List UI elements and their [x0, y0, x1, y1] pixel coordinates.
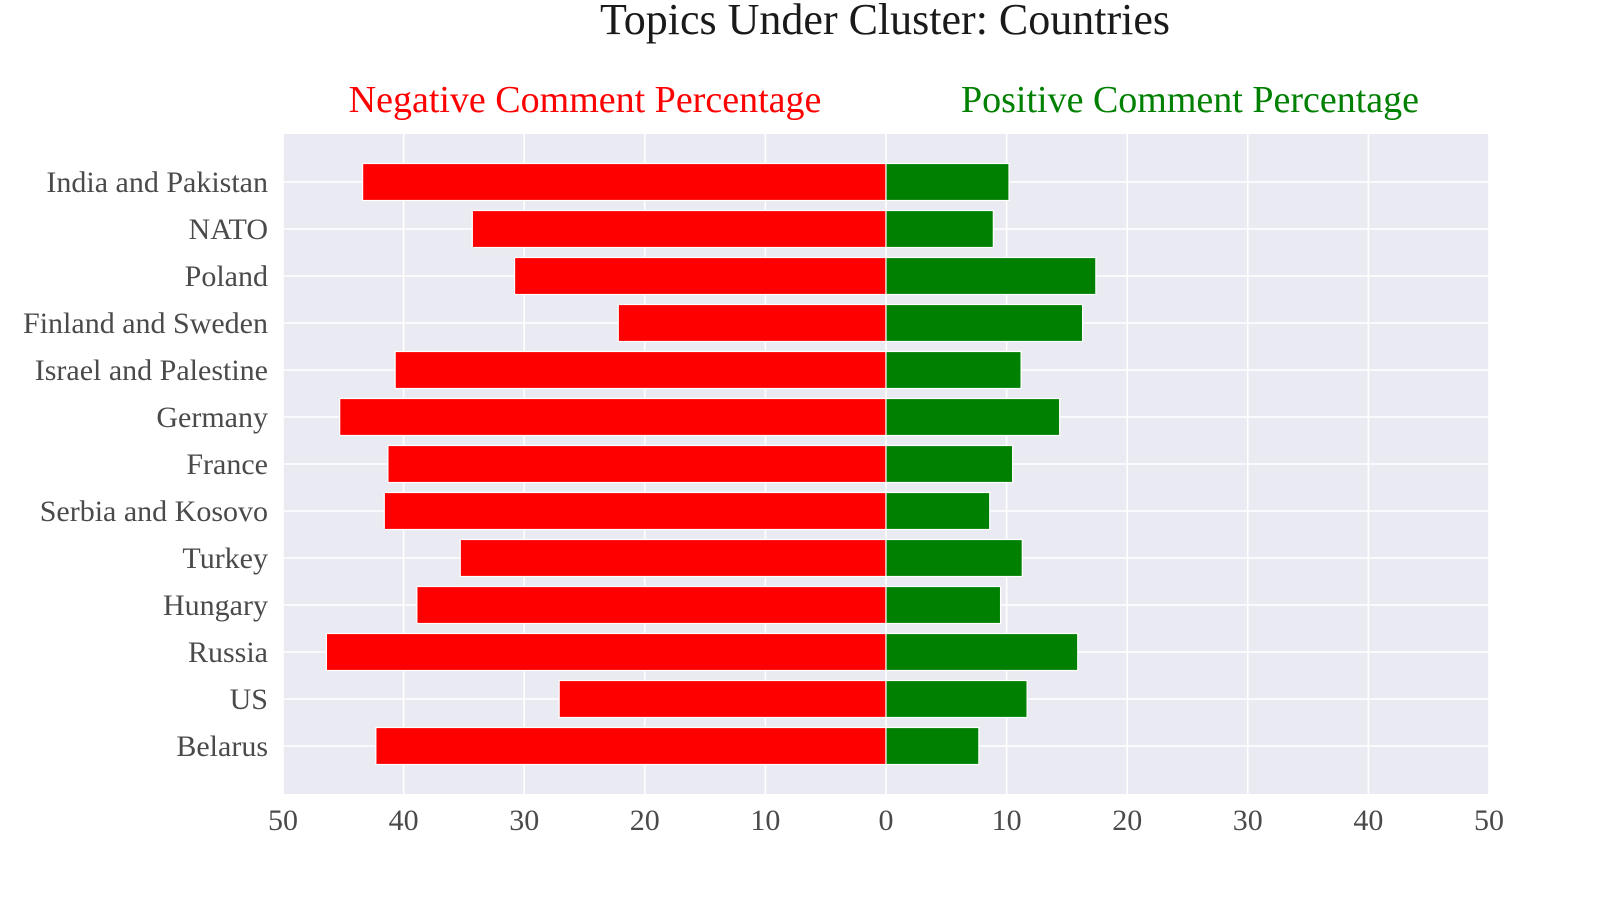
- positive-bar-4: [885, 350, 1022, 390]
- positive-bar-1: [885, 209, 994, 249]
- category-label: Germany: [156, 401, 268, 434]
- category-label: Israel and Palestine: [35, 354, 268, 387]
- positive-bar-2: [885, 256, 1097, 296]
- x-tick-label: 30: [1233, 804, 1263, 837]
- x-tick-label: 10: [992, 804, 1022, 837]
- positive-label: Positive Comment Percentage: [961, 79, 1419, 121]
- category-label: Finland and Sweden: [23, 307, 268, 340]
- negative-bar-5: [339, 397, 887, 437]
- category-label: France: [186, 448, 268, 481]
- positive-bar-7: [885, 491, 991, 531]
- positive-bar-3: [885, 303, 1084, 343]
- category-label: India and Pakistan: [46, 166, 268, 199]
- positive-bar-8: [885, 538, 1023, 578]
- x-tick-label: 40: [389, 804, 419, 837]
- negative-bar-7: [383, 491, 887, 531]
- x-tick-label: 40: [1353, 804, 1383, 837]
- category-label: US: [230, 683, 268, 716]
- category-label: Turkey: [182, 542, 268, 575]
- positive-bar-5: [885, 397, 1061, 437]
- negative-bar-10: [325, 632, 887, 672]
- x-tick-label: 0: [879, 804, 894, 837]
- x-tick-label: 50: [268, 804, 298, 837]
- x-tick-label: 20: [1112, 804, 1142, 837]
- category-label: Russia: [188, 636, 268, 669]
- positive-bar-9: [885, 585, 1002, 625]
- positive-bar-12: [885, 726, 980, 766]
- positive-bar-6: [885, 444, 1014, 484]
- negative-bar-9: [416, 585, 887, 625]
- x-tick-labels: 50 40 30 20 10 0 10 20 30 40 50: [268, 804, 1504, 837]
- negative-bar-11: [558, 679, 887, 719]
- category-label: Belarus: [176, 730, 268, 763]
- category-label: Poland: [185, 260, 268, 293]
- category-label: Serbia and Kosovo: [40, 495, 268, 528]
- category-label: NATO: [189, 213, 268, 246]
- negative-bar-3: [617, 303, 887, 343]
- x-tick-label: 10: [750, 804, 780, 837]
- negative-bar-8: [459, 538, 887, 578]
- positive-bar-11: [885, 679, 1028, 719]
- negative-bar-6: [387, 444, 887, 484]
- bars: [325, 162, 1097, 766]
- negative-label: Negative Comment Percentage: [349, 79, 822, 121]
- category-label: Hungary: [163, 589, 268, 622]
- x-tick-label: 50: [1474, 804, 1504, 837]
- negative-bar-0: [361, 162, 887, 202]
- positive-bar-0: [885, 162, 1010, 202]
- negative-bar-2: [513, 256, 887, 296]
- negative-bar-12: [375, 726, 887, 766]
- chart-title: Topics Under Cluster: Countries: [600, 0, 1170, 44]
- x-tick-label: 20: [630, 804, 660, 837]
- positive-bar-10: [885, 632, 1079, 672]
- negative-bar-1: [471, 209, 887, 249]
- negative-bar-4: [394, 350, 887, 390]
- category-labels: India and Pakistan NATO Poland Finland and …: [23, 166, 268, 763]
- x-tick-label: 30: [509, 804, 539, 837]
